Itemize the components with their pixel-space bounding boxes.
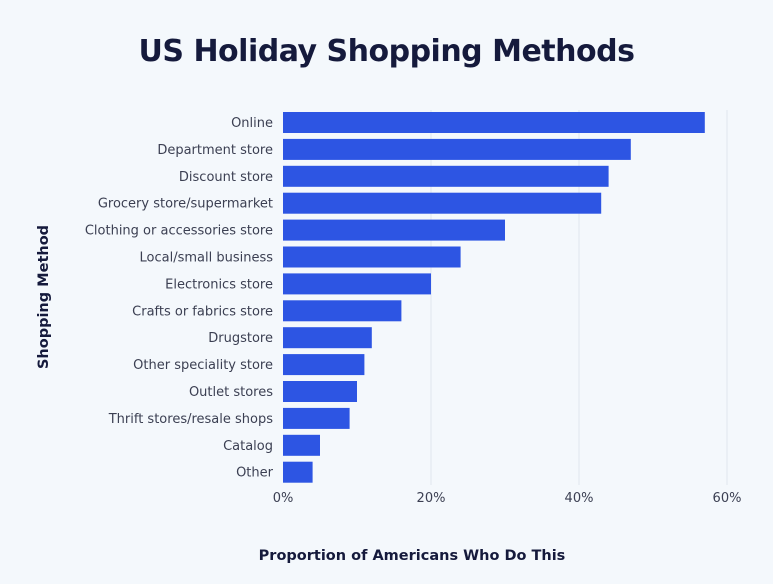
category-label: Drugstore: [208, 331, 273, 346]
x-tick-label: 20%: [417, 491, 446, 506]
x-axis-title: Proportion of Americans Who Do This: [259, 548, 566, 564]
category-label: Thrift stores/resale shops: [108, 412, 274, 427]
bar: [283, 273, 431, 295]
category-label: Discount store: [179, 170, 273, 185]
bar: [283, 461, 313, 483]
category-label: Local/small business: [140, 251, 274, 266]
x-tick-label: 60%: [713, 491, 742, 506]
x-axis-ticks: 0% 20% 40% 60%: [273, 491, 742, 506]
category-label: Other: [236, 466, 274, 481]
category-labels: Online Department store Discount store Groc…: [85, 116, 274, 481]
bar: [283, 434, 320, 456]
chart-title: US Holiday Shopping Methods: [138, 34, 635, 69]
category-label: Grocery store/supermarket: [98, 197, 273, 212]
category-label: Outlet stores: [189, 385, 273, 400]
category-label: Online: [231, 116, 273, 131]
bar: [283, 354, 365, 376]
bars: [283, 112, 705, 483]
bar: [283, 138, 631, 160]
y-axis-title: Shopping Method: [36, 225, 52, 369]
bar: [283, 112, 705, 133]
bar: [283, 381, 357, 402]
bar: [283, 246, 461, 268]
category-label: Electronics store: [165, 277, 273, 292]
bar: [283, 407, 350, 429]
category-label: Other speciality store: [133, 358, 273, 373]
bar: [283, 300, 402, 322]
bar: [283, 165, 609, 187]
category-label: Department store: [157, 143, 273, 158]
x-tick-label: 0%: [273, 491, 294, 506]
category-label: Catalog: [223, 439, 273, 454]
bar: [283, 219, 505, 241]
x-tick-label: 40%: [565, 491, 594, 506]
bar: [283, 327, 372, 349]
bar: [283, 192, 602, 214]
category-label: Crafts or fabrics store: [132, 304, 273, 319]
category-label: Clothing or accessories store: [85, 224, 273, 239]
